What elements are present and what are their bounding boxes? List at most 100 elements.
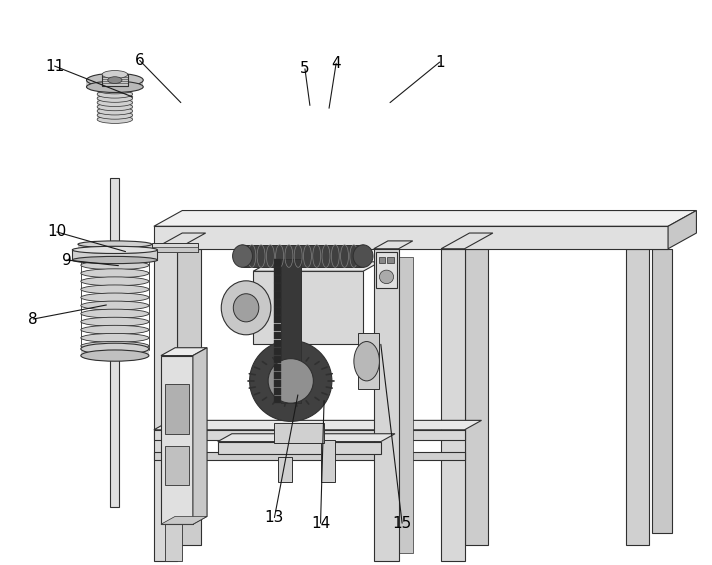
Bar xyxy=(164,384,189,434)
Text: 6: 6 xyxy=(135,53,145,68)
Ellipse shape xyxy=(97,103,132,111)
Bar xyxy=(86,79,143,87)
Text: 1: 1 xyxy=(435,55,444,69)
Polygon shape xyxy=(161,347,207,355)
Bar xyxy=(273,396,281,403)
Bar xyxy=(387,257,394,263)
Bar xyxy=(273,267,281,275)
Ellipse shape xyxy=(353,245,373,267)
Bar xyxy=(379,257,385,263)
Ellipse shape xyxy=(233,245,253,267)
Ellipse shape xyxy=(97,82,132,90)
Bar xyxy=(441,249,464,561)
Ellipse shape xyxy=(81,269,149,277)
Text: 9: 9 xyxy=(62,253,71,267)
Ellipse shape xyxy=(97,86,132,94)
Bar xyxy=(97,86,132,119)
Ellipse shape xyxy=(81,301,149,310)
Bar xyxy=(278,457,292,482)
Bar xyxy=(358,333,379,389)
Bar xyxy=(273,292,281,299)
Ellipse shape xyxy=(102,71,127,79)
Bar xyxy=(273,284,281,290)
Bar xyxy=(154,452,464,459)
Ellipse shape xyxy=(234,294,259,322)
Ellipse shape xyxy=(81,309,149,318)
Ellipse shape xyxy=(268,359,313,403)
Text: 13: 13 xyxy=(265,510,284,525)
Polygon shape xyxy=(253,262,380,271)
Ellipse shape xyxy=(81,343,149,354)
Ellipse shape xyxy=(354,341,379,381)
Bar xyxy=(161,355,193,524)
Bar xyxy=(374,249,399,561)
Ellipse shape xyxy=(73,246,157,254)
Ellipse shape xyxy=(97,111,132,119)
Bar xyxy=(273,259,281,267)
Bar xyxy=(273,307,281,315)
Bar xyxy=(281,259,300,403)
Polygon shape xyxy=(154,420,481,430)
Ellipse shape xyxy=(97,99,132,107)
Bar xyxy=(273,380,281,387)
Bar xyxy=(110,179,120,507)
Bar xyxy=(243,245,363,267)
Bar xyxy=(273,347,281,355)
Bar xyxy=(273,340,281,347)
Bar xyxy=(177,249,201,545)
Bar xyxy=(388,257,413,553)
Text: 14: 14 xyxy=(311,516,330,531)
Bar xyxy=(274,423,324,443)
Bar xyxy=(273,332,281,339)
Bar xyxy=(154,249,177,561)
Ellipse shape xyxy=(78,246,152,253)
Ellipse shape xyxy=(78,241,152,247)
Bar xyxy=(218,442,381,454)
Bar xyxy=(154,226,668,249)
Polygon shape xyxy=(193,347,207,524)
Ellipse shape xyxy=(81,318,149,326)
Bar xyxy=(273,388,281,395)
Text: 4: 4 xyxy=(331,56,341,71)
Bar xyxy=(626,249,649,545)
Bar xyxy=(464,249,488,545)
Polygon shape xyxy=(668,211,696,249)
Ellipse shape xyxy=(86,81,143,93)
Ellipse shape xyxy=(97,90,132,98)
Bar xyxy=(152,247,198,251)
Bar xyxy=(273,372,281,379)
Bar xyxy=(164,446,189,485)
Ellipse shape xyxy=(81,260,149,270)
Text: 10: 10 xyxy=(47,224,66,240)
Bar xyxy=(152,242,198,251)
Bar xyxy=(273,355,281,363)
Polygon shape xyxy=(154,233,206,249)
Bar xyxy=(320,440,335,482)
Ellipse shape xyxy=(250,340,332,421)
Ellipse shape xyxy=(97,115,132,123)
Ellipse shape xyxy=(221,281,271,335)
Bar xyxy=(652,249,672,533)
Ellipse shape xyxy=(81,333,149,342)
Bar xyxy=(81,349,149,355)
Ellipse shape xyxy=(81,341,149,350)
Ellipse shape xyxy=(108,77,122,84)
Polygon shape xyxy=(374,241,413,249)
Text: 5: 5 xyxy=(300,62,310,76)
Polygon shape xyxy=(161,516,207,524)
Polygon shape xyxy=(218,434,395,442)
Ellipse shape xyxy=(81,293,149,302)
Polygon shape xyxy=(441,233,493,249)
Bar xyxy=(376,251,397,288)
Bar xyxy=(154,430,464,440)
Ellipse shape xyxy=(81,277,149,286)
Bar xyxy=(273,364,281,371)
Ellipse shape xyxy=(81,325,149,334)
Ellipse shape xyxy=(81,350,149,361)
Bar xyxy=(273,315,281,323)
Ellipse shape xyxy=(97,94,132,102)
Text: 11: 11 xyxy=(45,59,64,73)
Ellipse shape xyxy=(86,73,143,87)
Ellipse shape xyxy=(73,257,157,264)
Bar xyxy=(78,244,152,250)
